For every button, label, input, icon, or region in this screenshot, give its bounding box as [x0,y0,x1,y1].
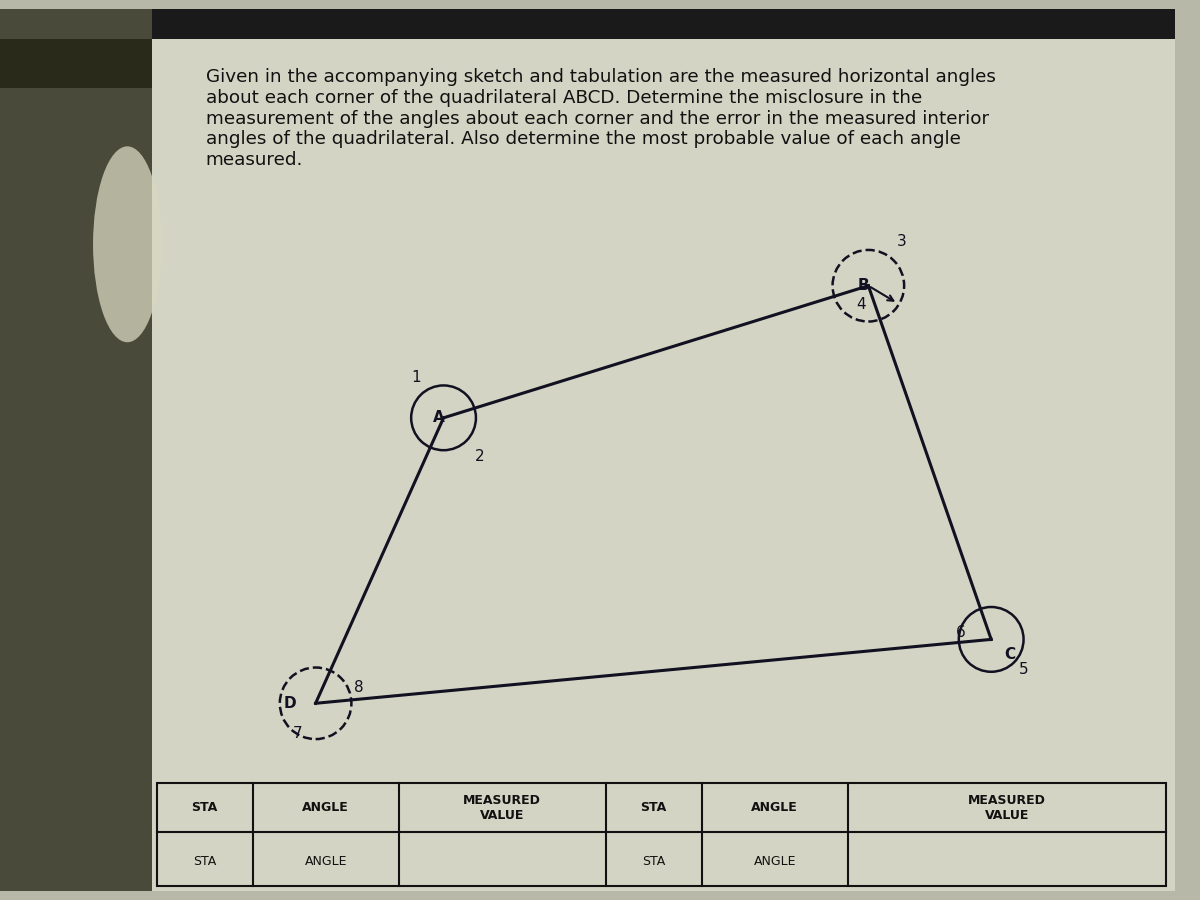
Bar [152,39,1176,891]
Text: Given in the accompanying sketch and tabulation are the measured horizontal angl: Given in the accompanying sketch and tab… [205,68,996,169]
Text: A: A [432,410,444,426]
Text: MEASURED
VALUE: MEASURED VALUE [967,794,1045,822]
Text: ANGLE: ANGLE [751,801,798,814]
Text: 2: 2 [474,449,484,464]
Bar [0,9,1176,39]
Text: STA: STA [192,801,217,814]
Text: ANGLE: ANGLE [305,855,347,868]
Text: 5: 5 [1019,662,1028,677]
Bar [157,783,1165,886]
Text: STA: STA [193,855,216,868]
Text: 1: 1 [412,370,421,385]
Text: 4: 4 [857,297,866,312]
Text: ANGLE: ANGLE [302,801,349,814]
Text: B: B [858,278,869,293]
Text: 7: 7 [293,725,302,741]
Bar [0,9,152,891]
Text: ANGLE: ANGLE [754,855,796,868]
Text: STA: STA [641,801,667,814]
Text: 6: 6 [955,626,965,640]
Text: D: D [283,696,296,711]
Bar [0,39,152,87]
Text: 3: 3 [898,234,907,249]
Text: STA: STA [642,855,665,868]
Ellipse shape [94,147,162,342]
Text: C: C [1004,647,1015,662]
Text: MEASURED
VALUE: MEASURED VALUE [463,794,541,822]
Text: 8: 8 [354,680,364,696]
